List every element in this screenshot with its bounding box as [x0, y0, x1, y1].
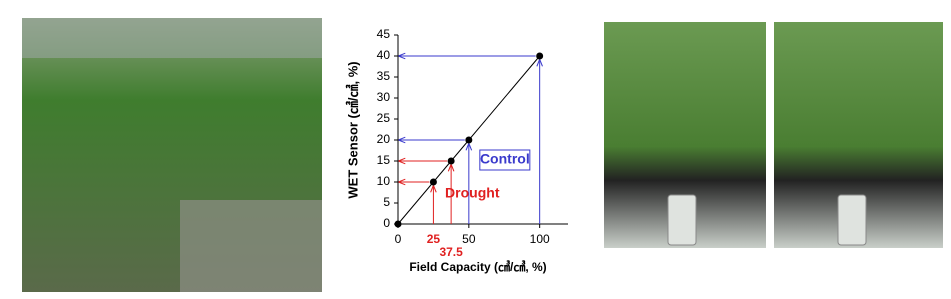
- y-tick-label: 20: [377, 132, 391, 146]
- y-tick-label: 10: [377, 174, 391, 188]
- data-point: [394, 220, 402, 228]
- y-tick-label: 40: [377, 48, 391, 62]
- drought-annotation: Drought: [445, 185, 500, 201]
- photo-background: [22, 18, 322, 58]
- control-annotation: Control: [480, 151, 530, 167]
- y-tick-label: 15: [377, 153, 391, 167]
- drought-x-label: 37.5: [439, 245, 463, 259]
- photo-seedling-trays: [22, 18, 322, 292]
- y-tick-label: 35: [377, 69, 391, 83]
- y-tick-label: 25: [377, 111, 391, 125]
- y-axis-title: WET Sensor (㎤/㎤, %): [345, 61, 360, 198]
- photo-sensor-meter: [837, 194, 867, 246]
- control-annotation-box: [479, 149, 531, 171]
- y-tick-label: 5: [383, 195, 390, 209]
- data-point: [429, 178, 437, 186]
- x-tick-label: 100: [530, 232, 550, 246]
- x-tick-label: 0: [395, 232, 402, 246]
- data-point: [536, 52, 544, 60]
- y-tick-label: 30: [377, 90, 391, 104]
- x-axis-title: Field Capacity (㎤/㎤, %): [409, 259, 546, 274]
- photo-sensor-meter: [667, 194, 697, 246]
- x-tick-label: 50: [462, 232, 476, 246]
- photo-plant-2: [774, 22, 943, 248]
- data-point: [447, 157, 455, 165]
- drought-x-label: 25: [427, 232, 441, 246]
- data-point: [465, 136, 473, 144]
- photo-plant-1: [604, 22, 766, 248]
- y-tick-label: 45: [377, 27, 391, 41]
- photo-tray: [180, 200, 322, 292]
- y-tick-label: 0: [383, 216, 390, 230]
